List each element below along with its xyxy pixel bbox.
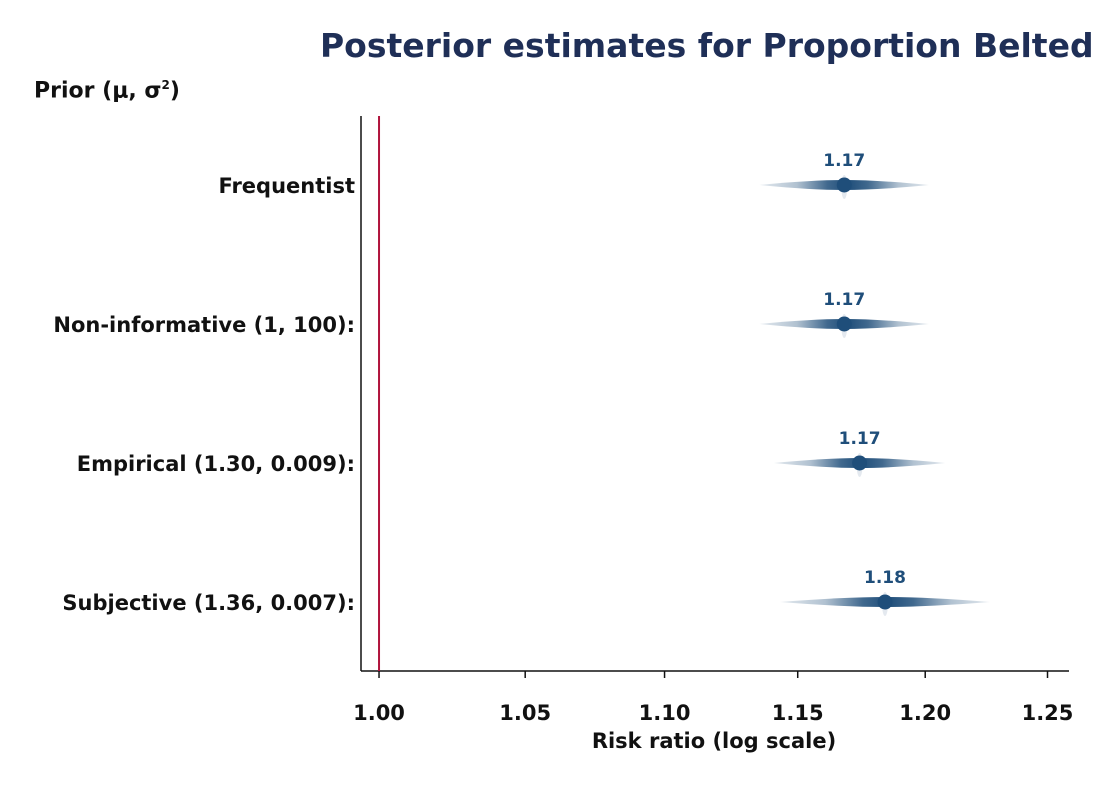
x-tick-label: 1.25 bbox=[1022, 701, 1074, 725]
point-estimate bbox=[877, 594, 893, 610]
prior-header-text: Prior (μ, σ bbox=[34, 78, 162, 104]
prior-header-close: ) bbox=[169, 78, 180, 104]
row-label: Non-informative (1, 100): bbox=[53, 313, 355, 337]
point-estimate bbox=[852, 455, 868, 471]
axes: 1.00 1.05 1.10 1.15 1.20 1.25 bbox=[353, 116, 1073, 725]
point-estimate bbox=[836, 177, 852, 193]
value-label: 1.17 bbox=[823, 290, 865, 310]
x-tick-label: 1.00 bbox=[353, 701, 405, 725]
prior-header: Prior (μ, σ2) bbox=[34, 78, 180, 103]
row-label: Frequentist bbox=[218, 174, 355, 198]
x-tick-label: 1.05 bbox=[499, 701, 551, 725]
x-axis-title: Risk ratio (log scale) bbox=[592, 729, 836, 753]
x-tick-label: 1.15 bbox=[772, 701, 824, 725]
x-tick-label: 1.10 bbox=[639, 701, 691, 725]
value-label: 1.18 bbox=[864, 568, 906, 588]
point-estimate bbox=[836, 316, 852, 332]
value-label: 1.17 bbox=[839, 429, 881, 449]
x-tick-label: 1.20 bbox=[899, 701, 951, 725]
value-label: 1.17 bbox=[823, 151, 865, 171]
chart-title: Posterior estimates for Proportion Belte… bbox=[320, 26, 1094, 65]
row-label: Subjective (1.36, 0.007): bbox=[62, 591, 355, 615]
row-label: Empirical (1.30, 0.009): bbox=[77, 452, 355, 476]
rows: 1.17 Frequentist 1.17 Non-informative (1, 1… bbox=[53, 151, 1055, 616]
prior-header-sup: 2 bbox=[161, 78, 170, 92]
